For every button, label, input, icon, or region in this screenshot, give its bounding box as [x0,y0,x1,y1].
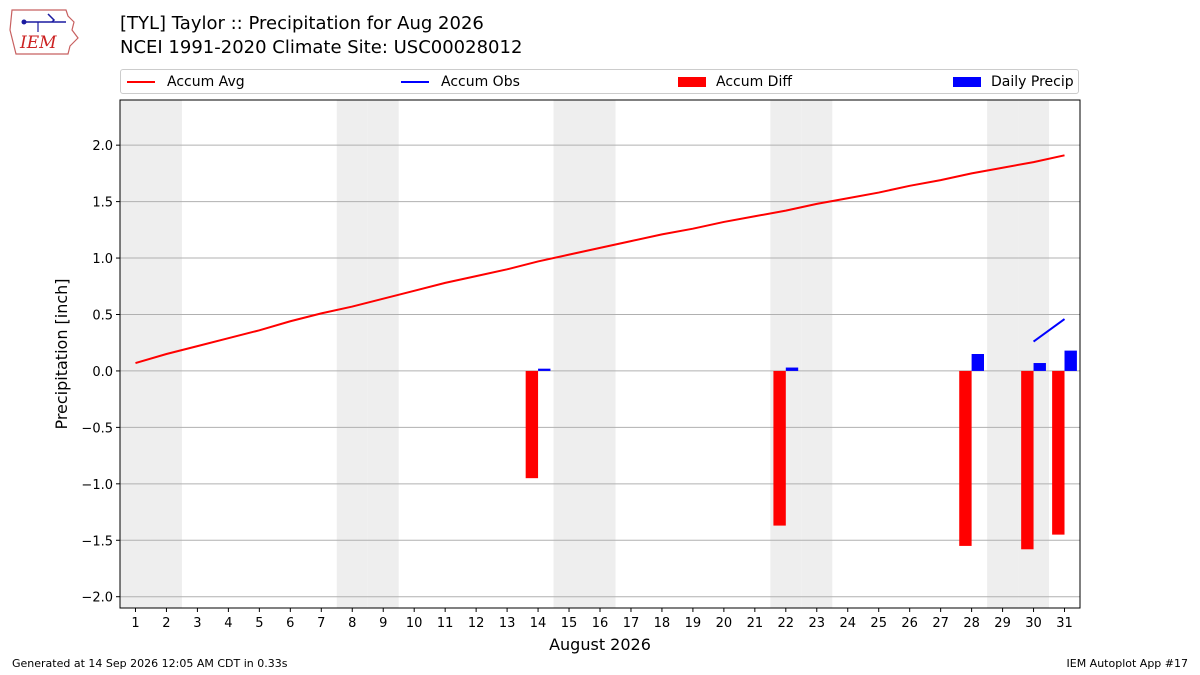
y-tick-label: −2.0 [81,591,113,606]
series-line-accum-obs [1032,318,1066,343]
weekend-shade-day-8 [336,100,368,608]
legend-label-accum-diff: Accum Diff [716,73,793,90]
legend-swatch-accum-avg [127,80,155,83]
x-tick-label: 28 [963,616,980,631]
x-tick-label: 27 [932,616,949,631]
x-tick-label: 15 [561,616,578,631]
x-tick-label: 7 [317,616,325,631]
x-tick-label: 30 [1025,616,1042,631]
y-tick-label: 1.0 [92,252,113,267]
bar-accum-diff-day-30 [1021,370,1034,550]
legend-item-daily-precip: Daily Precip [953,70,1074,93]
iem-logo: IEM [8,6,80,58]
legend-label-daily-precip: Daily Precip [991,73,1074,90]
x-tick-label: 16 [592,616,609,631]
weekend-shade-day-22 [770,100,802,608]
x-tick-label: 14 [530,616,547,631]
bar-daily-precip-day-30 [1033,363,1046,371]
chart-title: [TYL] Taylor :: Precipitation for Aug 20… [120,13,484,34]
x-tick-label: 19 [685,616,702,631]
x-tick-label: 11 [437,616,454,631]
x-tick-label: 26 [901,616,918,631]
x-tick-label: 6 [286,616,294,631]
x-tick-label: 3 [193,616,201,631]
svg-text:IEM: IEM [19,33,57,53]
weekend-shade-day-9 [367,100,399,608]
y-tick-label: −1.0 [81,478,113,493]
legend-swatch-accum-obs [401,80,429,83]
weekend-shade-day-16 [584,100,616,608]
weekend-shade-day-29 [987,100,1019,608]
x-tick-label: 20 [716,616,733,631]
autoplot-app-label: IEM Autoplot App #17 [1066,657,1189,670]
x-axis-label: August 2026 [549,635,651,654]
x-tick-label: 5 [255,616,263,631]
x-tick-label: 8 [348,616,356,631]
bar-daily-precip-day-22 [785,367,799,371]
x-tick-label: 23 [809,616,826,631]
legend-swatch-daily-precip [953,76,981,87]
x-tick-label: 9 [379,616,387,631]
chart-legend: Accum Avg Accum Obs Accum Diff Daily Pre… [120,69,1079,94]
x-tick-label: 12 [468,616,485,631]
weekend-shade-day-23 [801,100,833,608]
x-tick-label: 22 [778,616,795,631]
bar-accum-diff-day-28 [959,370,972,546]
plot-frame [119,99,1081,609]
x-tick-label: 10 [406,616,423,631]
x-tick-label: 2 [162,616,170,631]
generated-timestamp: Generated at 14 Sep 2026 12:05 AM CDT in… [12,657,288,670]
bar-daily-precip-day-28 [971,354,984,371]
legend-swatch-accum-diff [678,76,706,87]
x-tick-label: 24 [839,616,856,631]
bar-accum-diff-day-31 [1052,370,1065,535]
x-tick-label: 4 [224,616,232,631]
x-tick-label: 18 [654,616,671,631]
x-tick-label: 29 [994,616,1011,631]
legend-item-accum-avg: Accum Avg [127,70,245,93]
y-axis-label: Precipitation [inch] [52,278,71,429]
legend-item-accum-obs: Accum Obs [401,70,520,93]
x-tick-label: 25 [870,616,887,631]
weekend-shade-day-15 [553,100,585,608]
bar-daily-precip-day-31 [1064,350,1077,371]
y-tick-label: 2.0 [92,139,113,154]
bar-daily-precip-day-14 [538,368,551,371]
y-tick-label: −0.5 [81,421,113,436]
x-tick-label: 1 [131,616,139,631]
x-tick-label: 21 [747,616,764,631]
y-tick-label: 1.5 [92,196,113,211]
legend-label-accum-avg: Accum Avg [167,73,245,90]
legend-label-accum-obs: Accum Obs [441,73,520,90]
y-tick-label: 0.5 [92,308,113,323]
series-line-accum-avg [135,154,1065,364]
weekend-shade-day-1 [120,100,151,608]
chart-subtitle: NCEI 1991-2020 Climate Site: USC00028012 [120,37,523,58]
y-tick-label: 0.0 [92,365,113,380]
bar-accum-diff-day-22 [773,370,786,526]
legend-item-accum-diff: Accum Diff [678,70,792,93]
x-tick-label: 31 [1056,616,1073,631]
iem-iowa-logo-icon: IEM [9,9,79,55]
x-tick-label: 17 [623,616,640,631]
y-tick-label: −1.5 [81,534,113,549]
bar-accum-diff-day-14 [525,370,539,479]
x-tick-label: 13 [499,616,516,631]
